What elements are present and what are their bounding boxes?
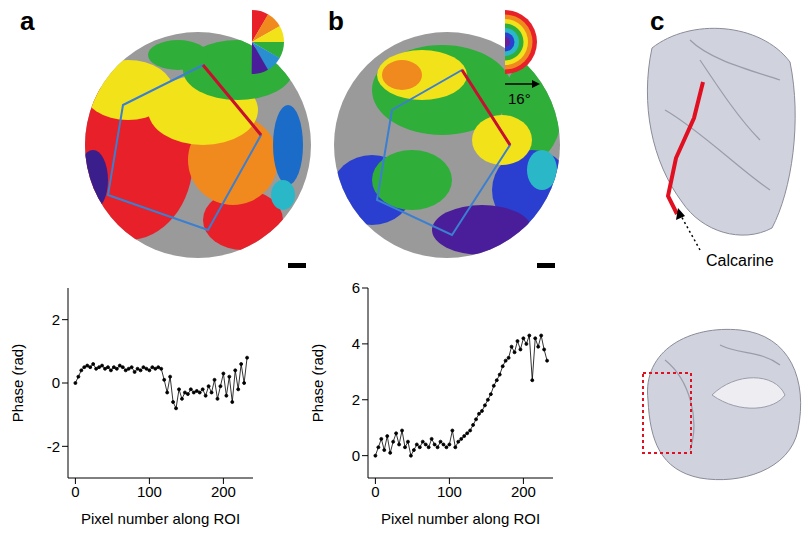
svg-text:2: 2 — [352, 391, 360, 408]
svg-text:100: 100 — [137, 483, 162, 500]
svg-text:16°: 16° — [508, 90, 531, 107]
svg-text:a: a — [20, 6, 35, 36]
svg-text:2: 2 — [52, 311, 60, 328]
svg-text:Pixel number along ROI: Pixel number along ROI — [81, 510, 240, 527]
svg-text:0: 0 — [52, 374, 60, 391]
svg-text:b: b — [328, 6, 344, 36]
svg-text:-2: -2 — [47, 438, 60, 455]
svg-text:0: 0 — [71, 483, 79, 500]
svg-text:c: c — [650, 6, 664, 36]
svg-text:4: 4 — [352, 335, 360, 352]
svg-text:200: 200 — [211, 483, 236, 500]
svg-text:Pixel number along ROI: Pixel number along ROI — [381, 510, 540, 527]
svg-text:200: 200 — [511, 483, 536, 500]
svg-text:0: 0 — [352, 447, 360, 464]
svg-text:6: 6 — [352, 279, 360, 296]
svg-text:0: 0 — [371, 483, 379, 500]
svg-text:100: 100 — [437, 483, 462, 500]
svg-text:Phase (rad): Phase (rad) — [9, 344, 26, 422]
svg-text:Phase (rad): Phase (rad) — [309, 344, 326, 422]
svg-text:Calcarine: Calcarine — [706, 252, 774, 269]
